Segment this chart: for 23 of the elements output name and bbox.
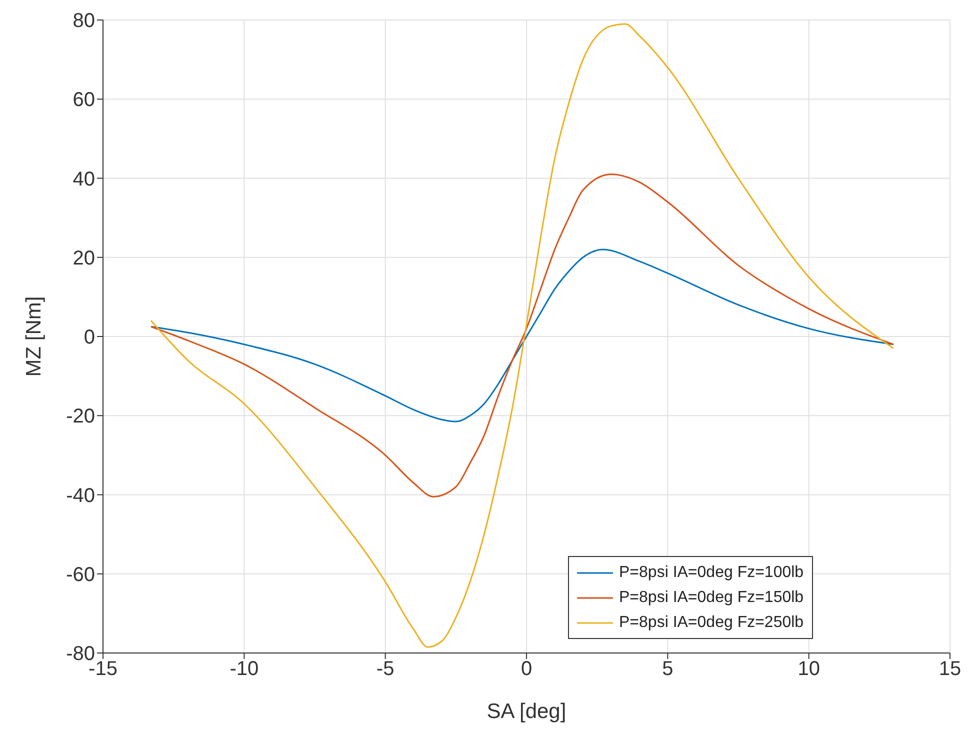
line-series	[150, 23, 894, 648]
y-tick-label: -80	[66, 643, 95, 666]
y-tick-label: 60	[72, 89, 95, 112]
x-tick-label: 5	[662, 658, 674, 680]
line-series	[150, 248, 894, 422]
x-axis-title: SA [deg]	[486, 700, 566, 723]
legend-label: P=8psi IA=0deg Fz=100lb	[619, 563, 804, 583]
y-tick-label: -40	[66, 484, 95, 507]
x-tick-label: 10	[798, 658, 820, 680]
x-tick-label: -10	[230, 658, 259, 680]
legend-label: P=8psi IA=0deg Fz=150lb	[619, 588, 804, 608]
y-tick-label: 40	[72, 168, 95, 190]
legend-label: P=8psi IA=0deg Fz=250lb	[619, 613, 804, 633]
y-tick-label: 20	[72, 247, 95, 270]
y-tick-label: 80	[72, 10, 95, 32]
x-tick-label: 0	[520, 658, 532, 680]
x-tick-label: 15	[938, 658, 962, 680]
x-tick-label: -5	[376, 658, 394, 680]
line-series	[150, 174, 894, 498]
y-tick-label: -20	[66, 406, 95, 428]
y-tick-label: -60	[66, 564, 95, 586]
y-axis-title: MZ [Nm]	[22, 296, 46, 377]
y-tick-label: 0	[84, 326, 95, 349]
